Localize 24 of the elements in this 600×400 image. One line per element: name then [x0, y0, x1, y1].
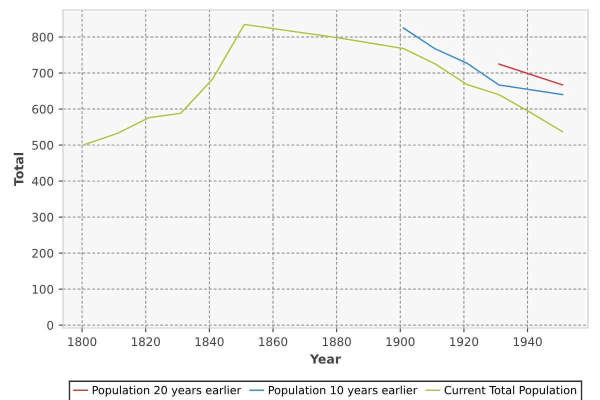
y-tick-label: 200 [32, 248, 54, 258]
legend-label: Current Total Population [444, 386, 576, 396]
y-tick-label: 600 [32, 104, 54, 114]
legend-label: Population 20 years earlier [92, 386, 242, 396]
y-tick-label: 100 [32, 284, 54, 294]
x-tick-label: 1820 [132, 337, 160, 346]
x-tick-label: 1880 [322, 337, 351, 346]
y-tick-label: 400 [32, 176, 54, 186]
x-tick-label: 1920 [450, 337, 478, 346]
x-tick-label: 1900 [386, 337, 415, 346]
x-axis-title: Year [310, 354, 341, 364]
y-tick-label: 500 [32, 140, 54, 150]
line-series [84, 24, 564, 146]
x-tick-label: 1940 [514, 337, 542, 346]
x-tick-label: 1800 [68, 337, 96, 346]
y-tick-label: 0 [47, 320, 54, 330]
line-series [402, 27, 564, 96]
y-tick-label: 700 [32, 68, 54, 78]
x-tick-label: 1860 [259, 337, 288, 346]
y-axis-title: Total [14, 152, 24, 186]
y-tick-label: 800 [32, 32, 54, 42]
legend-label: Population 10 years earlier [268, 386, 418, 396]
x-tick-label: 1840 [196, 337, 224, 346]
y-tick-label: 300 [32, 212, 54, 222]
